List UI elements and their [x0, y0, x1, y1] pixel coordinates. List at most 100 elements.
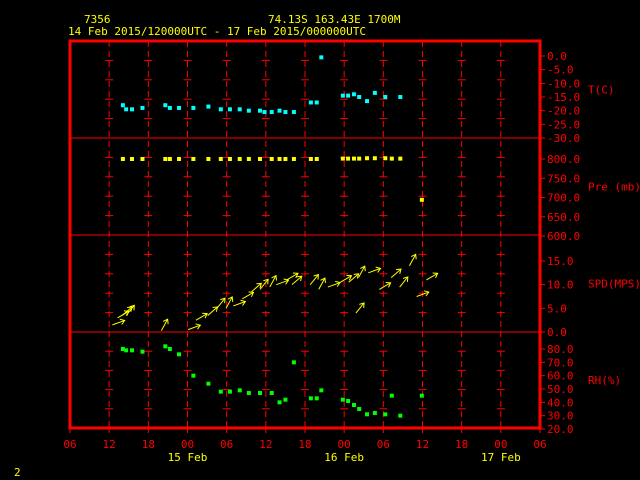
- data-point-rh: [237, 388, 242, 393]
- wind-arrow-head: [346, 274, 353, 281]
- wind-arrow: [216, 297, 226, 309]
- data-point-pressure: [365, 156, 370, 161]
- data-point-rh: [246, 391, 251, 395]
- data-point-rh: [351, 403, 356, 407]
- wind-arrow: [358, 265, 366, 278]
- station-location: 74.13S 163.43E 1700M: [268, 13, 401, 26]
- data-point-temperature: [340, 93, 345, 98]
- wind-arrow-head: [320, 277, 326, 284]
- wind-arrow-head: [313, 273, 319, 280]
- data-point-temperature: [227, 107, 232, 112]
- wind-arrow-head: [292, 272, 299, 279]
- data-point-temperature: [365, 99, 370, 104]
- wind-arrow: [259, 278, 269, 290]
- y-tick-label-pressure: 650.0: [547, 211, 580, 224]
- panel-label-wind: SPD(MPS): [588, 278, 640, 291]
- data-point-pressure: [277, 157, 282, 161]
- data-point-rh: [372, 411, 377, 415]
- wind-arrow: [318, 277, 326, 290]
- data-point-rh: [291, 360, 296, 365]
- x-tick-label: 00: [338, 438, 351, 451]
- wind-arrow-head: [256, 282, 263, 289]
- wind-arrow-head: [195, 323, 202, 330]
- wind-arrow-head: [385, 281, 392, 288]
- data-point-rh: [130, 348, 135, 353]
- data-point-temperature: [269, 110, 274, 115]
- data-point-rh: [163, 344, 168, 349]
- data-point-rh: [389, 393, 394, 398]
- x-tick-label: 06: [377, 438, 390, 451]
- data-point-pressure: [130, 157, 135, 161]
- data-point-rh: [218, 389, 223, 394]
- wind-arrow: [368, 267, 381, 274]
- y-tick-label-temperature: -10.0: [547, 77, 580, 90]
- wind-arrow-head: [240, 299, 247, 306]
- wind-arrow: [242, 291, 254, 300]
- wind-arrow-head: [423, 290, 430, 297]
- wind-arrow: [207, 306, 218, 316]
- data-point-pressure: [167, 157, 172, 161]
- data-point-pressure: [419, 197, 424, 202]
- data-point-temperature: [218, 107, 223, 112]
- wind-arrow: [426, 272, 438, 281]
- data-point-rh: [227, 389, 232, 394]
- data-point-temperature: [319, 55, 324, 60]
- data-point-rh: [419, 393, 424, 398]
- x-tick-label: 12: [259, 438, 272, 451]
- x-day-label: 16 Feb: [324, 451, 364, 464]
- wind-arrow: [187, 324, 201, 331]
- y-tick-label-temperature: -25.0: [547, 118, 580, 131]
- y-tick-label-temperature: -30.0: [547, 132, 580, 145]
- data-point-rh: [191, 373, 196, 378]
- wind-arrow: [195, 313, 208, 321]
- data-point-temperature: [124, 107, 129, 112]
- data-point-rh: [177, 352, 182, 357]
- wind-arrow: [233, 301, 246, 307]
- wind-arrow: [416, 291, 430, 297]
- data-point-temperature: [120, 103, 125, 108]
- data-point-pressure: [308, 157, 313, 161]
- wind-arrow-head: [432, 272, 439, 279]
- y-tick-label-rh: 20.0: [547, 423, 574, 436]
- data-point-pressure: [120, 157, 125, 161]
- data-point-pressure: [351, 156, 356, 161]
- data-point-rh: [124, 348, 129, 353]
- wind-arrow: [251, 282, 262, 293]
- wind-arrow-head: [402, 276, 409, 282]
- wind-arrow: [286, 272, 299, 281]
- y-tick-label-rh: 60.0: [547, 370, 574, 383]
- data-point-pressure: [237, 157, 242, 161]
- data-point-temperature: [398, 95, 403, 99]
- wind-arrow-head: [359, 302, 365, 308]
- y-tick-label-rh: 50.0: [547, 383, 574, 396]
- data-point-rh: [283, 397, 288, 402]
- data-point-temperature: [277, 108, 282, 113]
- wind-arrow-head: [220, 297, 226, 304]
- y-tick-label-rh: 70.0: [547, 356, 574, 369]
- y-tick-label-pressure: 800.0: [547, 153, 580, 166]
- page-number: 2: [14, 466, 21, 479]
- wind-arrow-head: [227, 296, 234, 302]
- data-point-temperature: [262, 110, 267, 115]
- data-point-temperature: [283, 110, 288, 115]
- y-tick-label-wind: 15.0: [547, 255, 574, 268]
- wind-arrow-head: [263, 278, 269, 285]
- chart-body: 0.0-5.0-10.0-15.0-20.0-25.0-30.0T(C)800.…: [63, 39, 640, 464]
- data-point-temperature: [130, 107, 135, 112]
- wind-arrow-head: [119, 318, 126, 325]
- wind-arrow-head: [360, 265, 366, 272]
- data-point-pressure: [218, 157, 223, 161]
- data-point-rh: [340, 397, 345, 402]
- data-point-rh: [314, 396, 319, 401]
- y-tick-label-pressure: 700.0: [547, 192, 580, 205]
- wind-arrow: [399, 276, 409, 288]
- y-tick-label-temperature: -5.0: [547, 64, 574, 77]
- data-point-pressure: [389, 156, 394, 161]
- data-point-rh: [319, 388, 324, 393]
- data-point-pressure: [314, 157, 319, 161]
- data-point-pressure: [163, 157, 168, 161]
- data-point-pressure: [291, 157, 296, 161]
- x-tick-label: 06: [63, 438, 76, 451]
- wind-arrow-head: [411, 253, 417, 260]
- data-point-temperature: [140, 105, 145, 110]
